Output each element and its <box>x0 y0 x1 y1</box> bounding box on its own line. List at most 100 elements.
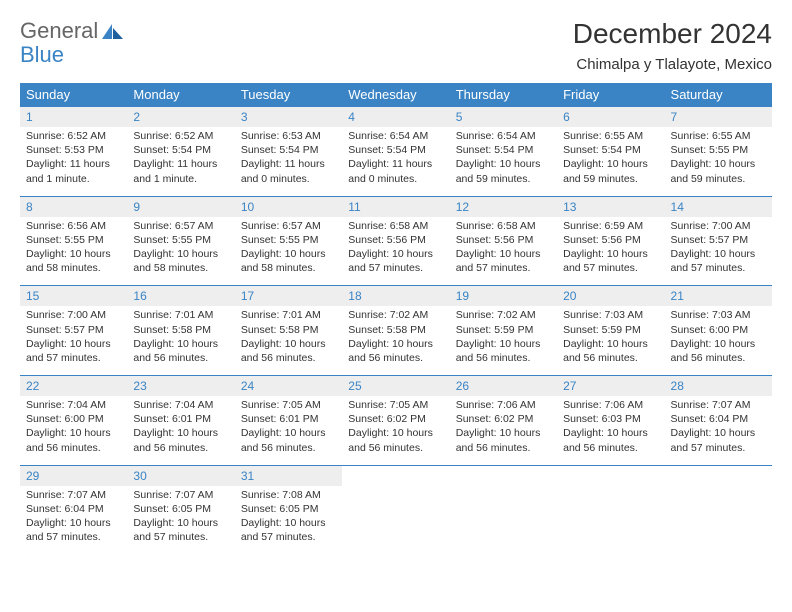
day-number-cell: 25 <box>342 376 449 397</box>
week-detail-row: Sunrise: 6:52 AMSunset: 5:53 PMDaylight:… <box>20 127 772 196</box>
daylight-text: Daylight: 10 hours and 56 minutes. <box>563 337 658 365</box>
day-number-cell: 14 <box>665 196 772 217</box>
sunrise-text: Sunrise: 6:55 AM <box>563 129 658 143</box>
day-detail-cell: Sunrise: 6:57 AMSunset: 5:55 PMDaylight:… <box>127 217 234 286</box>
sunset-text: Sunset: 5:54 PM <box>241 143 336 157</box>
dow-friday: Friday <box>557 83 664 107</box>
day-number-cell: 23 <box>127 376 234 397</box>
sunrise-text: Sunrise: 7:07 AM <box>671 398 766 412</box>
sunrise-text: Sunrise: 6:56 AM <box>26 219 121 233</box>
sunset-text: Sunset: 6:01 PM <box>133 412 228 426</box>
day-number-cell: 1 <box>20 107 127 128</box>
sunrise-text: Sunrise: 6:53 AM <box>241 129 336 143</box>
daylight-text: Daylight: 10 hours and 57 minutes. <box>26 337 121 365</box>
day-number-cell <box>557 465 664 486</box>
day-detail-cell: Sunrise: 6:55 AMSunset: 5:55 PMDaylight:… <box>665 127 772 196</box>
sunrise-text: Sunrise: 7:08 AM <box>241 488 336 502</box>
week-number-row: 22232425262728 <box>20 376 772 397</box>
sunset-text: Sunset: 5:55 PM <box>133 233 228 247</box>
week-number-row: 293031 <box>20 465 772 486</box>
day-number-cell: 22 <box>20 376 127 397</box>
day-detail-cell <box>450 486 557 555</box>
dow-thursday: Thursday <box>450 83 557 107</box>
sunset-text: Sunset: 5:54 PM <box>348 143 443 157</box>
header: General December 2024 Chimalpa y Tlalayo… <box>20 18 772 79</box>
sunrise-text: Sunrise: 7:04 AM <box>133 398 228 412</box>
week-detail-row: Sunrise: 6:56 AMSunset: 5:55 PMDaylight:… <box>20 217 772 286</box>
sunrise-text: Sunrise: 7:07 AM <box>133 488 228 502</box>
day-detail-cell: Sunrise: 6:56 AMSunset: 5:55 PMDaylight:… <box>20 217 127 286</box>
sunset-text: Sunset: 6:00 PM <box>671 323 766 337</box>
sunset-text: Sunset: 5:56 PM <box>456 233 551 247</box>
sunrise-text: Sunrise: 6:57 AM <box>133 219 228 233</box>
sunrise-text: Sunrise: 7:05 AM <box>348 398 443 412</box>
day-number-cell: 18 <box>342 286 449 307</box>
sunrise-text: Sunrise: 7:06 AM <box>456 398 551 412</box>
location: Chimalpa y Tlalayote, Mexico <box>573 56 772 73</box>
sunrise-text: Sunrise: 7:05 AM <box>241 398 336 412</box>
daylight-text: Daylight: 10 hours and 57 minutes. <box>348 247 443 275</box>
day-detail-cell: Sunrise: 7:04 AMSunset: 6:00 PMDaylight:… <box>20 396 127 465</box>
day-number-cell: 26 <box>450 376 557 397</box>
daylight-text: Daylight: 10 hours and 57 minutes. <box>133 516 228 544</box>
sunrise-text: Sunrise: 7:00 AM <box>671 219 766 233</box>
sunset-text: Sunset: 5:55 PM <box>671 143 766 157</box>
daylight-text: Daylight: 10 hours and 57 minutes. <box>26 516 121 544</box>
day-detail-cell: Sunrise: 6:52 AMSunset: 5:54 PMDaylight:… <box>127 127 234 196</box>
sunset-text: Sunset: 6:02 PM <box>456 412 551 426</box>
day-detail-cell: Sunrise: 7:07 AMSunset: 6:04 PMDaylight:… <box>20 486 127 555</box>
day-detail-cell: Sunrise: 7:00 AMSunset: 5:57 PMDaylight:… <box>665 217 772 286</box>
daylight-text: Daylight: 11 hours and 0 minutes. <box>348 157 443 185</box>
day-number-cell <box>665 465 772 486</box>
sunrise-text: Sunrise: 6:54 AM <box>348 129 443 143</box>
day-number-cell: 20 <box>557 286 664 307</box>
daylight-text: Daylight: 11 hours and 0 minutes. <box>241 157 336 185</box>
daylight-text: Daylight: 10 hours and 58 minutes. <box>26 247 121 275</box>
sunrise-text: Sunrise: 7:01 AM <box>241 308 336 322</box>
sunset-text: Sunset: 6:05 PM <box>133 502 228 516</box>
day-detail-cell: Sunrise: 7:05 AMSunset: 6:01 PMDaylight:… <box>235 396 342 465</box>
day-number-cell: 7 <box>665 107 772 128</box>
sunrise-text: Sunrise: 6:54 AM <box>456 129 551 143</box>
sunrise-text: Sunrise: 7:03 AM <box>563 308 658 322</box>
title-block: December 2024 Chimalpa y Tlalayote, Mexi… <box>573 18 772 79</box>
sunrise-text: Sunrise: 7:03 AM <box>671 308 766 322</box>
sunrise-text: Sunrise: 6:58 AM <box>456 219 551 233</box>
sunset-text: Sunset: 5:59 PM <box>563 323 658 337</box>
day-number-cell: 15 <box>20 286 127 307</box>
week-number-row: 891011121314 <box>20 196 772 217</box>
day-number-cell: 16 <box>127 286 234 307</box>
day-number-cell: 2 <box>127 107 234 128</box>
daylight-text: Daylight: 10 hours and 59 minutes. <box>563 157 658 185</box>
sunrise-text: Sunrise: 7:01 AM <box>133 308 228 322</box>
sunrise-text: Sunrise: 6:59 AM <box>563 219 658 233</box>
day-detail-cell <box>557 486 664 555</box>
sunset-text: Sunset: 5:55 PM <box>26 233 121 247</box>
day-detail-cell: Sunrise: 7:00 AMSunset: 5:57 PMDaylight:… <box>20 306 127 375</box>
day-detail-cell <box>665 486 772 555</box>
day-number-cell <box>450 465 557 486</box>
day-detail-cell: Sunrise: 7:02 AMSunset: 5:58 PMDaylight:… <box>342 306 449 375</box>
day-number-cell: 24 <box>235 376 342 397</box>
day-detail-cell: Sunrise: 6:57 AMSunset: 5:55 PMDaylight:… <box>235 217 342 286</box>
day-detail-cell: Sunrise: 7:07 AMSunset: 6:04 PMDaylight:… <box>665 396 772 465</box>
sunrise-text: Sunrise: 6:58 AM <box>348 219 443 233</box>
sunset-text: Sunset: 6:02 PM <box>348 412 443 426</box>
day-detail-cell: Sunrise: 6:52 AMSunset: 5:53 PMDaylight:… <box>20 127 127 196</box>
sunrise-text: Sunrise: 6:55 AM <box>671 129 766 143</box>
day-number-cell: 30 <box>127 465 234 486</box>
week-detail-row: Sunrise: 7:04 AMSunset: 6:00 PMDaylight:… <box>20 396 772 465</box>
calendar-table: Sunday Monday Tuesday Wednesday Thursday… <box>20 83 772 554</box>
sunset-text: Sunset: 5:57 PM <box>26 323 121 337</box>
daylight-text: Daylight: 11 hours and 1 minute. <box>133 157 228 185</box>
sunset-text: Sunset: 5:58 PM <box>348 323 443 337</box>
day-detail-cell <box>342 486 449 555</box>
day-number-cell: 3 <box>235 107 342 128</box>
sunrise-text: Sunrise: 7:06 AM <box>563 398 658 412</box>
dow-row: Sunday Monday Tuesday Wednesday Thursday… <box>20 83 772 107</box>
day-detail-cell: Sunrise: 7:01 AMSunset: 5:58 PMDaylight:… <box>127 306 234 375</box>
daylight-text: Daylight: 10 hours and 56 minutes. <box>563 426 658 454</box>
day-number-cell: 6 <box>557 107 664 128</box>
daylight-text: Daylight: 10 hours and 56 minutes. <box>348 337 443 365</box>
day-number-cell: 8 <box>20 196 127 217</box>
